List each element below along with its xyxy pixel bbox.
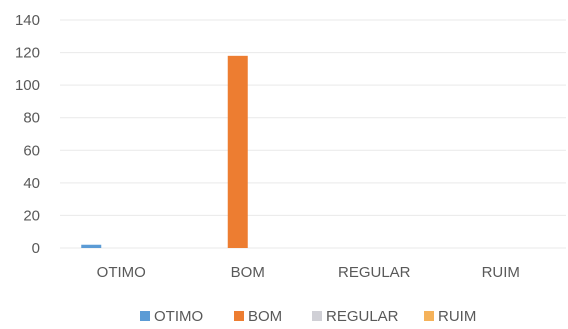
y-tick-label-40: 40 (23, 175, 40, 192)
x-tick-label-ruim: RUIM (482, 264, 520, 281)
y-tick-label-80: 80 (23, 110, 40, 127)
y-tick-label-100: 100 (15, 77, 40, 94)
legend-label-otimo: OTIMO (154, 308, 203, 325)
y-tick-label-0: 0 (32, 240, 40, 257)
x-tick-label-otimo: OTIMO (97, 264, 146, 281)
x-tick-label-regular: REGULAR (338, 264, 411, 281)
y-tick-label-140: 140 (15, 12, 40, 29)
bar-otimo-otimo (81, 244, 102, 248)
legend-swatch-otimo (140, 311, 150, 321)
bar-bom-bom (227, 55, 248, 249)
y-tick-label-20: 20 (23, 207, 40, 224)
legend-label-regular: REGULAR (326, 308, 399, 325)
y-tick-label-60: 60 (23, 142, 40, 159)
legend-swatch-bom (234, 311, 244, 321)
x-tick-label-bom: BOM (231, 264, 265, 281)
legend-label-ruim: RUIM (438, 308, 476, 325)
legend-swatch-ruim (424, 311, 434, 321)
legend-swatch-regular (312, 311, 322, 321)
y-tick-label-120: 120 (15, 45, 40, 62)
legend-label-bom: BOM (248, 308, 282, 325)
